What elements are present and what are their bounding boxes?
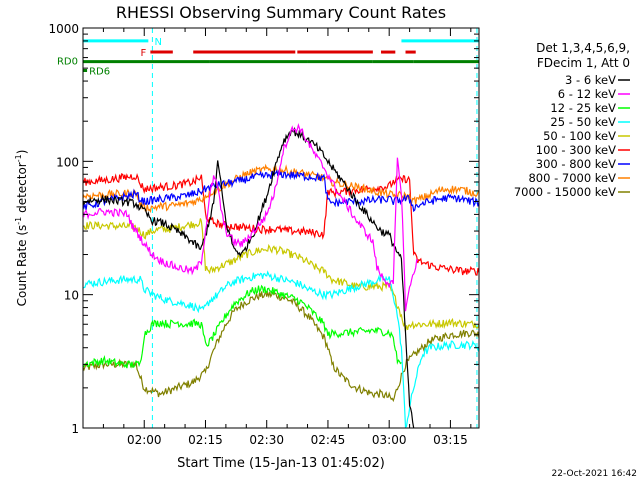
series-line: [83, 163, 479, 214]
legend-label: 3 - 6 keV: [565, 73, 616, 87]
series-line: [83, 172, 479, 276]
series-line: [83, 126, 415, 428]
state-label-n: N: [154, 37, 161, 48]
x-axis-label: Start Time (15-Jan-13 01:45:02): [177, 456, 385, 471]
legend: Det 1,3,4,5,6,9, FDecim 1, Att 0 3 - 6 k…: [514, 41, 630, 199]
series-line: [83, 290, 479, 403]
legend-header: Det 1,3,4,5,6,9,: [536, 41, 630, 55]
chart-title: RHESSI Observing Summary Count Rates: [116, 3, 446, 22]
series-line: [83, 270, 479, 428]
y-tick-label: 10: [64, 289, 79, 303]
legend-label: 800 - 7000 keV: [528, 171, 616, 185]
axes: 02:00 02:15 02:30 02:45 03:00 03:15 1 10 100 1000: [48, 22, 479, 447]
x-tick-label: 03:00: [372, 433, 407, 447]
legend-header: FDecim 1, Att 0: [537, 56, 630, 70]
state-label-f: F: [141, 48, 147, 59]
plot-area: [83, 28, 479, 428]
legend-label: 6 - 12 keV: [558, 87, 616, 101]
x-tick-label: 02:15: [188, 433, 223, 447]
legend-label: 12 - 25 keV: [550, 101, 616, 115]
series-line: [83, 122, 419, 312]
timestamp: 22-Oct-2021 16:42: [552, 469, 637, 479]
y-tick-label: 1000: [48, 22, 79, 36]
y-tick-label: 100: [56, 155, 79, 169]
state-label-rd0: RD0: [57, 57, 78, 68]
series-line: [83, 218, 479, 332]
legend-label: 7000 - 15000 keV: [514, 185, 616, 199]
x-tick-label: 02:00: [127, 433, 162, 447]
x-tick-label: 03:15: [433, 433, 468, 447]
legend-label: 50 - 100 keV: [543, 129, 616, 143]
x-tick-label: 02:45: [311, 433, 346, 447]
plot-frame: [82, 27, 480, 429]
legend-label: 300 - 800 keV: [536, 157, 616, 171]
x-tick-label: 02:30: [249, 433, 284, 447]
legend-label: 100 - 300 keV: [536, 143, 616, 157]
series-line: [83, 284, 402, 369]
legend-label: 25 - 50 keV: [550, 115, 616, 129]
y-axis-label: Count Rate (s-1 detector-1): [14, 150, 29, 307]
series-line: [83, 168, 479, 213]
state-label-rd6: RD6: [89, 67, 110, 78]
y-tick-label: 1: [71, 422, 79, 436]
